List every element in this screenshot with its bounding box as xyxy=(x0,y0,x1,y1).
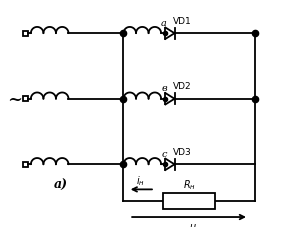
Text: $R_н$: $R_н$ xyxy=(183,177,195,191)
Text: $u_н$: $u_н$ xyxy=(188,221,201,227)
Text: c: c xyxy=(161,149,167,158)
Bar xyxy=(22,162,28,167)
Bar xyxy=(163,193,215,209)
Text: в: в xyxy=(161,84,167,93)
Text: a): a) xyxy=(54,178,68,191)
Text: ~: ~ xyxy=(7,90,22,108)
Bar xyxy=(22,32,28,37)
Text: VD2: VD2 xyxy=(173,82,192,91)
Text: VD3: VD3 xyxy=(173,147,192,156)
Text: a: a xyxy=(161,19,167,28)
Text: VD1: VD1 xyxy=(173,17,192,26)
Bar xyxy=(22,97,28,102)
Text: $i_н$: $i_н$ xyxy=(136,173,145,187)
